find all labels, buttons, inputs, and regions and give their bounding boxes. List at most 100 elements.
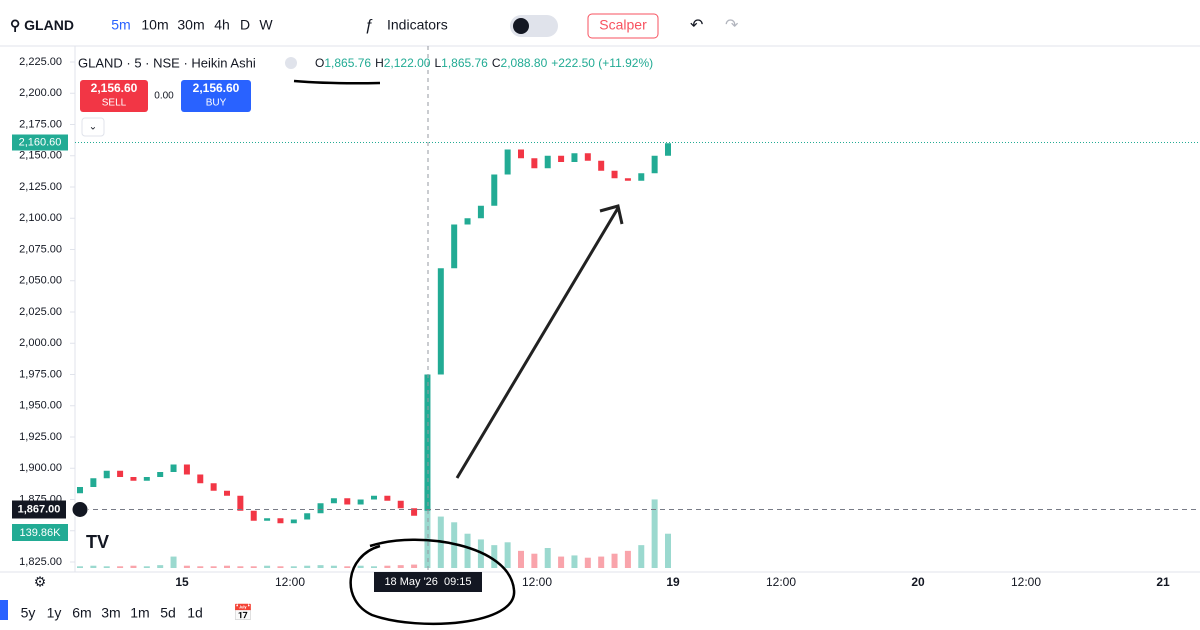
y-tick-label: 1,950.00 [19,400,62,412]
volume-label: 139.86K [20,527,62,539]
volume-bar [411,564,418,568]
volume-bar [130,565,137,568]
expand[interactable] [81,117,105,137]
interval[interactable]: W [259,17,273,33]
candle-body [397,500,404,509]
interval[interactable]: 10m [141,17,168,33]
volume-bar [117,566,124,568]
volume-bar [424,488,431,568]
candle-body [571,153,578,162]
side-tab[interactable] [0,600,8,620]
expand-icon: ⌄ [89,122,97,133]
volume-bar [344,566,351,568]
redo: ↷ [725,17,739,34]
volume-bar [384,565,391,568]
indicators[interactable]: Indicators [387,17,448,33]
volume-bar [464,533,471,568]
range[interactable]: 6m [72,605,91,621]
buy-price: 2,156.60 [193,81,240,95]
y-tick-label: 2,125.00 [19,181,62,193]
candle-body [304,513,311,520]
candle-body [624,178,631,181]
settings[interactable]: ⚙ [34,574,47,590]
candle-body [290,519,297,524]
spread: 0.00 [154,91,174,102]
last-price-label: 2,160.60 [19,136,62,148]
range[interactable]: 3m [101,605,120,621]
volume-bar [665,533,671,568]
candle-body [197,474,204,484]
range[interactable]: 5d [160,605,176,621]
candle-body [518,149,524,159]
y-tick-label: 2,025.00 [19,306,62,318]
range[interactable]: 1d [187,605,203,621]
volume-bar [330,565,337,568]
interval[interactable]: 4h [214,17,230,33]
candle-body [224,490,230,496]
volume-bar [264,565,271,568]
interval[interactable]: 5m [111,17,130,33]
circle-annotation [349,538,516,626]
candle-body [411,508,418,516]
volume-bar [518,550,524,568]
buy-label: BUY [206,98,227,109]
volume-bar [611,553,618,568]
candle-body [170,464,177,472]
symbol-search[interactable]: ⚲ GLAND [10,17,74,33]
volume-bar [571,555,578,568]
arrow-annotation [455,204,624,479]
candle-body [665,143,671,156]
volume-bar [491,545,498,568]
last-price-badge [12,134,68,151]
date-range-icon[interactable]: 📅 [233,603,253,622]
volume-bar [277,566,284,568]
volume-badge [12,524,68,541]
range[interactable]: 5y [21,605,36,621]
volume-bar [397,565,404,568]
x-tick-label: 19 [666,575,680,589]
crosshair-time-label: 18 May '26 09:15 [384,576,471,588]
candle-body [357,499,364,505]
x-tick-label: 20 [911,575,925,589]
undo[interactable]: ↶ [690,17,703,34]
volume-bar [371,566,377,568]
volume-bar [304,565,311,568]
range[interactable]: 1m [130,605,149,621]
add-alert[interactable] [71,501,89,518]
volume-bar [197,566,204,568]
interval[interactable]: D [240,17,250,33]
x-tick-label: 15 [175,575,189,589]
y-tick-label: 2,100.00 [19,212,62,224]
legend-toggle[interactable] [285,57,297,69]
candle-body [77,487,83,494]
template-button[interactable] [587,13,659,39]
interval[interactable]: 30m [177,17,204,33]
x-tick-label: 12:00 [522,575,552,589]
volume-bar [237,566,244,568]
volume-bar [77,566,83,568]
y-tick-label: 2,175.00 [19,118,62,130]
candle-body [531,158,538,169]
volume-bar [250,566,257,568]
candle-body [638,173,645,181]
sell-button[interactable] [80,80,148,112]
volume-bar [90,565,97,568]
volume-bar [157,565,164,568]
volume-bar [584,557,591,568]
candle-body [504,149,511,175]
y-tick-label: 2,225.00 [19,56,62,68]
x-tick-label: 12:00 [766,575,796,589]
candle-body [183,464,190,475]
candle-body [317,503,324,514]
volume-bar [357,565,364,568]
y-tick-label: 1,900.00 [19,462,62,474]
tv-logo: TV [86,532,109,552]
range[interactable]: 1y [47,605,62,621]
buy-button[interactable] [181,80,251,112]
sell-price: 2,156.60 [91,81,138,95]
candle-body [544,155,551,169]
fx-icon[interactable]: ƒ [365,17,374,34]
volume-bar [638,545,645,568]
legend-ohlc: O1,865.76 H2,122.00 L1,865.76 C2,088.80 +222… [315,56,653,70]
